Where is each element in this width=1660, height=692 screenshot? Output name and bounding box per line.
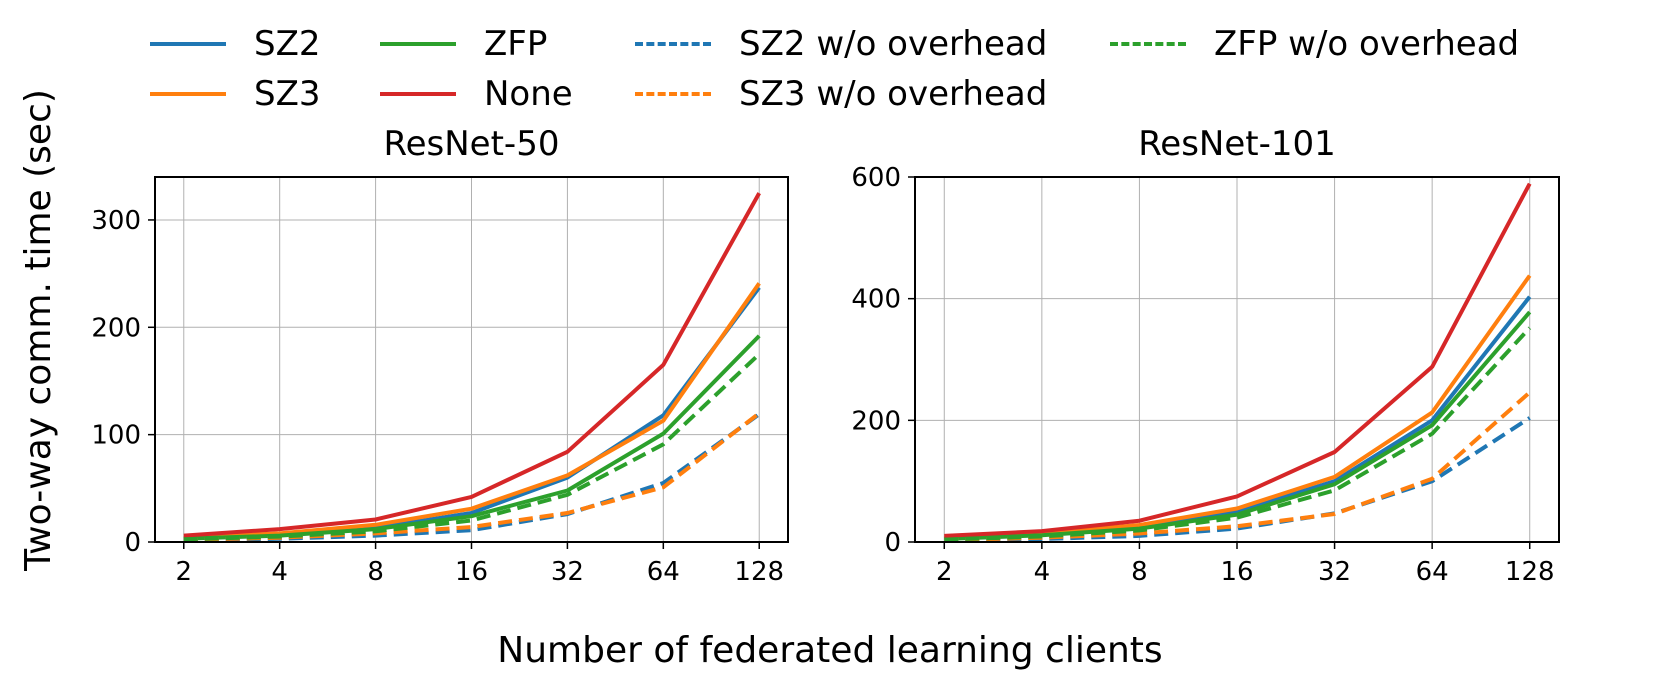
legend-item: ZFP w/o overhead — [1110, 24, 1519, 64]
series-line — [944, 326, 1532, 542]
y-tick-label: 0 — [124, 528, 141, 558]
y-tick-label: 200 — [851, 406, 901, 436]
x-tick-label: 128 — [1505, 557, 1555, 587]
legend-swatch — [380, 42, 456, 46]
legend-item: SZ3 — [150, 74, 321, 114]
legend-label: SZ2 — [254, 24, 321, 64]
y-axis-label-svg: Two-way comm. time (sec) — [18, 89, 59, 572]
y-tick-label: 400 — [851, 285, 901, 315]
legend-label: None — [484, 74, 573, 114]
x-tick-label: 2 — [175, 557, 192, 587]
legend-item: SZ2 w/o overhead — [635, 24, 1047, 64]
chart-title: ResNet-50 — [384, 130, 560, 164]
legend-label: SZ3 w/o overhead — [739, 74, 1048, 114]
legend-label: SZ3 — [254, 74, 321, 114]
x-tick-label: 128 — [734, 557, 784, 587]
series-line — [183, 192, 761, 538]
legend-label: SZ2 w/o overhead — [739, 24, 1048, 64]
x-tick-label: 4 — [271, 557, 288, 587]
x-tick-label: 16 — [455, 557, 488, 587]
legend-label: ZFP w/o overhead — [1214, 24, 1520, 64]
x-tick-label: 32 — [1318, 557, 1351, 587]
x-axis-label: Number of federated learning clients — [497, 630, 1163, 671]
chart-resnet-50: ResNet-50 2 4 8 16 32 64 128 0 100 200 300 — [91, 130, 789, 587]
legend: SZ2 SZ3 ZFP None SZ2 w/o overhead SZ3 w/o ove… — [150, 24, 1590, 124]
x-tick-label: 16 — [1220, 557, 1253, 587]
y-axis-label: Two-way comm. time (sec) — [4, 60, 68, 600]
x-tick-label: 8 — [367, 557, 384, 587]
series-line — [183, 282, 761, 540]
legend-swatch — [1110, 42, 1186, 46]
y-axis-label-text: Two-way comm. time (sec) — [18, 89, 59, 572]
legend-item: SZ3 w/o overhead — [635, 74, 1047, 114]
x-tick-label: 64 — [647, 557, 680, 587]
legend-item: SZ2 — [150, 24, 321, 64]
x-tick-label: 32 — [551, 557, 584, 587]
y-tick-label: 600 — [851, 163, 901, 193]
series-line — [183, 352, 761, 542]
x-tick-label: 4 — [1034, 557, 1051, 587]
legend-swatch — [150, 42, 226, 46]
y-tick-label: 200 — [91, 313, 141, 343]
legend-swatch — [380, 92, 456, 96]
legend-label: ZFP — [484, 24, 548, 64]
legend-item: None — [380, 74, 573, 114]
x-tick-label: 64 — [1416, 557, 1449, 587]
series-line — [944, 182, 1532, 538]
y-tick-label: 300 — [91, 206, 141, 236]
legend-swatch — [150, 92, 226, 96]
legend-swatch — [635, 92, 711, 96]
chart-title: ResNet-101 — [1138, 130, 1336, 164]
legend-swatch — [635, 42, 711, 46]
y-tick-label: 0 — [884, 528, 901, 558]
legend-item: ZFP — [380, 24, 547, 64]
x-tick-label: 2 — [936, 557, 953, 587]
x-tick-label: 8 — [1131, 557, 1148, 587]
chart-resnet-101: ResNet-101 2 4 8 16 32 64 128 0 200 400 600 — [851, 130, 1560, 587]
y-tick-label: 100 — [91, 421, 141, 451]
